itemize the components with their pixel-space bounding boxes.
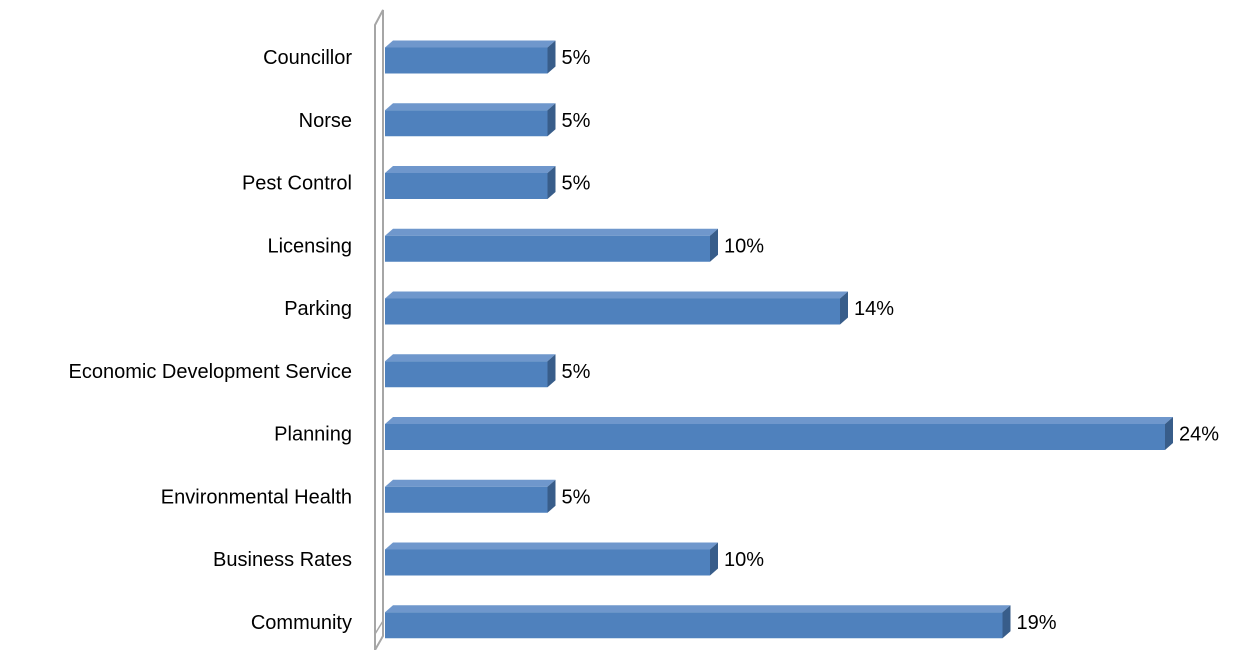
y-axis-floor-edge	[374, 620, 384, 635]
data-label: 14%	[854, 298, 894, 320]
bar-front-face	[385, 361, 548, 388]
bar-side-face	[710, 228, 718, 262]
bar	[385, 103, 556, 137]
y-tick-label: Community	[251, 612, 352, 634]
data-label: 5%	[562, 47, 591, 69]
data-label: 5%	[562, 486, 591, 508]
bar	[385, 479, 556, 513]
bar	[385, 228, 718, 262]
bar-side-face	[710, 542, 718, 576]
bar	[385, 605, 1011, 639]
bar-side-face	[840, 291, 848, 325]
y-tick-label: Pest Control	[242, 173, 352, 195]
bar-side-face	[547, 103, 556, 137]
labels-layer: Councillor 5% Norse 5% Pest Control 5% Licensi…	[69, 47, 1220, 634]
data-label: 5%	[562, 110, 591, 132]
bar-front-face	[385, 298, 840, 325]
y-tick-label: Councillor	[263, 47, 352, 69]
bar-top-face	[385, 354, 556, 362]
data-label: 10%	[724, 235, 764, 257]
y-tick-label: Licensing	[267, 235, 352, 257]
bar-side-face	[547, 166, 556, 199]
data-label: 10%	[724, 549, 764, 571]
bar-top-face	[385, 166, 556, 173]
bar-front-face	[385, 424, 1165, 450]
bar-side-face	[547, 354, 556, 388]
y-tick-label: Business Rates	[213, 549, 352, 571]
bar-front-face	[385, 612, 1003, 639]
bar-side-face	[1165, 417, 1173, 450]
bars-layer	[385, 40, 1173, 639]
y-tick-label: Norse	[299, 110, 352, 132]
data-label: 24%	[1179, 424, 1219, 446]
y-tick-label: Economic Development Service	[69, 361, 352, 383]
bar-top-face	[385, 479, 556, 487]
bar-front-face	[385, 235, 710, 262]
y-tick-label: Environmental Health	[161, 486, 352, 508]
bar	[385, 354, 556, 388]
y-tick-label: Planning	[274, 424, 352, 446]
bar-front-face	[385, 47, 548, 74]
bar	[385, 40, 556, 74]
bar-top-face	[385, 605, 1011, 613]
bar-top-face	[385, 40, 556, 48]
data-label: 19%	[1017, 612, 1057, 634]
bar-top-face	[385, 417, 1173, 424]
bar-side-face	[547, 40, 556, 74]
y-axis-wall	[374, 9, 384, 654]
data-label: 5%	[562, 173, 591, 195]
bar-front-face	[385, 110, 548, 137]
bar-top-face	[385, 228, 718, 236]
bar-top-face	[385, 291, 848, 299]
bar-front-face	[385, 549, 710, 576]
y-tick-label: Parking	[284, 298, 352, 320]
bar-top-face	[385, 542, 718, 550]
bar-top-face	[385, 103, 556, 111]
bar	[385, 166, 556, 199]
bar-side-face	[1002, 605, 1011, 639]
bar	[385, 291, 848, 325]
bar-front-face	[385, 486, 548, 513]
data-label: 5%	[562, 361, 591, 383]
bar	[385, 417, 1173, 450]
bar	[385, 542, 718, 576]
axis-layer	[374, 9, 384, 654]
bar-front-face	[385, 173, 548, 199]
bar-side-face	[547, 479, 556, 513]
